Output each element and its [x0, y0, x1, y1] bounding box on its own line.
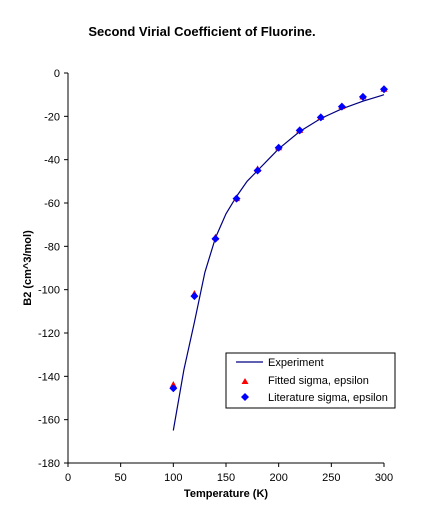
- y-tick-label: -80: [44, 241, 60, 253]
- literature-point: [211, 234, 220, 243]
- literature-point: [380, 85, 388, 94]
- x-tick-label: 150: [217, 472, 235, 484]
- y-tick-label: -140: [38, 371, 60, 383]
- y-tick-label: -20: [44, 111, 60, 123]
- literature-point: [253, 166, 262, 175]
- y-tick-label: -180: [38, 458, 60, 470]
- legend-marker-literature: [241, 393, 249, 401]
- series-line-experiment: [172, 94, 385, 431]
- legend-label-literature: Literature sigma, epsilon: [268, 392, 388, 404]
- literature-point: [337, 102, 346, 111]
- y-tick-label: -40: [44, 155, 60, 167]
- x-axis-label: Temperature (K): [184, 488, 268, 500]
- x-tick-label: 300: [375, 472, 393, 484]
- literature-point: [358, 92, 367, 101]
- legend-label-fitted: Fitted sigma, epsilon: [268, 375, 369, 387]
- x-tick-label: 200: [269, 472, 287, 484]
- literature-point: [232, 194, 241, 203]
- literature-point: [295, 126, 304, 135]
- literature-point: [169, 384, 178, 393]
- chart-title: Second Virial Coefficient of Fluorine.: [88, 24, 315, 39]
- legend: Experiment Fitted sigma, epsilon Literat…: [225, 352, 396, 409]
- literature-point: [190, 292, 199, 301]
- literature-point: [274, 143, 283, 152]
- y-tick-label: 0: [54, 68, 60, 80]
- y-tick-label: -60: [44, 198, 60, 210]
- y-tick-label: -160: [38, 415, 60, 427]
- x-tick-label: 100: [164, 472, 182, 484]
- x-tick-label: 250: [322, 472, 340, 484]
- literature-point: [316, 113, 325, 122]
- x-ticks: 0 50 100 150 200 250 300: [65, 463, 393, 484]
- y-axis-label: B2 (cm^3/mol): [22, 230, 34, 306]
- y-ticks: 0 -20 -40 -60 -80 -100 -120 -140 -160 -180: [38, 68, 68, 470]
- x-tick-label: 50: [115, 472, 127, 484]
- y-tick-label: -100: [38, 285, 60, 297]
- plot-series: [169, 85, 388, 431]
- x-tick-label: 0: [65, 472, 71, 484]
- legend-marker-fitted: [241, 378, 249, 384]
- legend-label-experiment: Experiment: [268, 357, 324, 369]
- y-tick-label: -120: [38, 328, 60, 340]
